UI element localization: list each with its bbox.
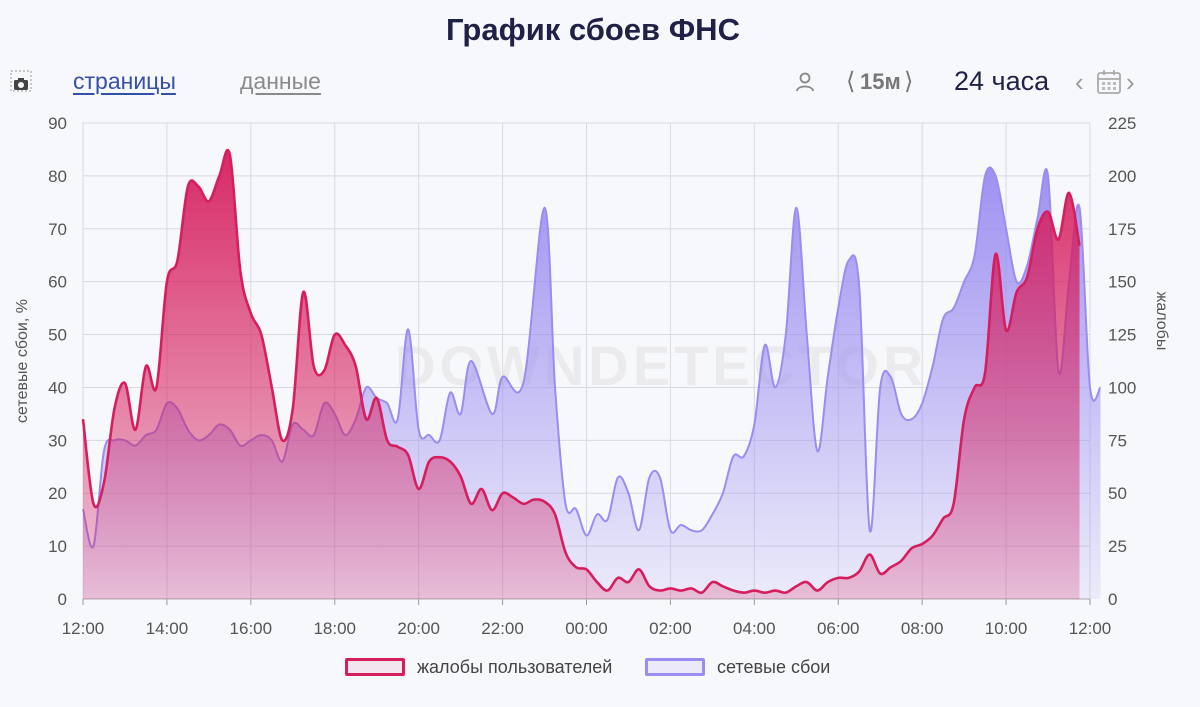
chart-legend: жалобы пользователей сетевые сбои [0, 656, 1200, 684]
x-tick-label: 14:00 [146, 619, 189, 638]
y-left-tick-label: 40 [48, 378, 67, 397]
user-icon[interactable] [794, 70, 816, 94]
left-axis-title: сетевые сбои, % [14, 299, 31, 423]
series-area-complaints [83, 150, 1080, 600]
y-right-tick-label: 175 [1108, 220, 1136, 239]
data-link[interactable]: данные [240, 68, 321, 94]
right-axis-title: жалобы [1153, 292, 1170, 351]
y-right-tick-label: 100 [1108, 378, 1136, 397]
y-left-tick-label: 90 [48, 114, 67, 133]
y-right-tick-label: 50 [1108, 484, 1127, 503]
period-label: 24 часа [954, 66, 1050, 96]
x-tick-label: 20:00 [397, 619, 440, 638]
y-left-tick-label: 0 [58, 590, 67, 609]
chart-tick-labels: 0 10 20 30 40 50 60 70 80 90 0 25 50 75 100 125 150 175 20… [48, 114, 1136, 638]
x-tick-label: 16:00 [230, 619, 273, 638]
series-line-complaints [81, 148, 1081, 595]
x-tick-label: 12:00 [62, 619, 105, 638]
y-left-tick-label: 50 [48, 326, 67, 345]
interval-prev-button[interactable]: ⟨ [846, 68, 856, 95]
interval-value[interactable]: 15м [860, 69, 901, 94]
legend-swatch-outages [645, 658, 705, 676]
x-tick-label: 10:00 [985, 619, 1028, 638]
legend-swatch-complaints [345, 658, 405, 676]
y-right-tick-label: 225 [1108, 114, 1136, 133]
y-left-tick-label: 10 [48, 537, 67, 556]
y-right-tick-label: 200 [1108, 167, 1136, 186]
y-right-tick-label: 0 [1108, 590, 1117, 609]
period-next-button[interactable]: › [1126, 67, 1135, 97]
interval-next-button[interactable]: ⟩ [904, 68, 914, 95]
period-prev-button[interactable]: ‹ [1075, 67, 1084, 97]
legend-label-outages: сетевые сбои [717, 657, 831, 677]
y-left-tick-label: 30 [48, 431, 67, 450]
chart-series [81, 148, 1102, 600]
page-title: График сбоев ФНС [446, 12, 740, 47]
outage-chart: 0 10 20 30 40 50 60 70 80 90 0 25 50 75 100 125 150 175 20… [14, 114, 1170, 638]
x-tick-label: 02:00 [649, 619, 692, 638]
y-left-tick-label: 60 [48, 273, 67, 292]
calendar-icon[interactable] [1096, 69, 1122, 95]
x-tick-label: 12:00 [1069, 619, 1112, 638]
y-right-tick-label: 125 [1108, 326, 1136, 345]
x-tick-label: 08:00 [901, 619, 944, 638]
y-left-tick-label: 70 [48, 220, 67, 239]
chart-toolbar: страницы данные ⟨ 15м ⟩ 24 часа ‹ › [0, 62, 1200, 102]
x-tick-label: 22:00 [481, 619, 524, 638]
y-left-tick-label: 80 [48, 167, 67, 186]
y-right-tick-label: 150 [1108, 273, 1136, 292]
pages-link[interactable]: страницы [73, 68, 176, 94]
y-right-tick-label: 25 [1108, 537, 1127, 556]
x-tick-label: 06:00 [817, 619, 860, 638]
y-left-tick-label: 20 [48, 484, 67, 503]
y-right-tick-label: 75 [1108, 431, 1127, 450]
x-tick-label: 18:00 [313, 619, 356, 638]
x-tick-label: 04:00 [733, 619, 776, 638]
x-tick-label: 00:00 [565, 619, 608, 638]
camera-icon[interactable] [10, 70, 32, 94]
legend-label-complaints: жалобы пользователей [417, 657, 613, 677]
